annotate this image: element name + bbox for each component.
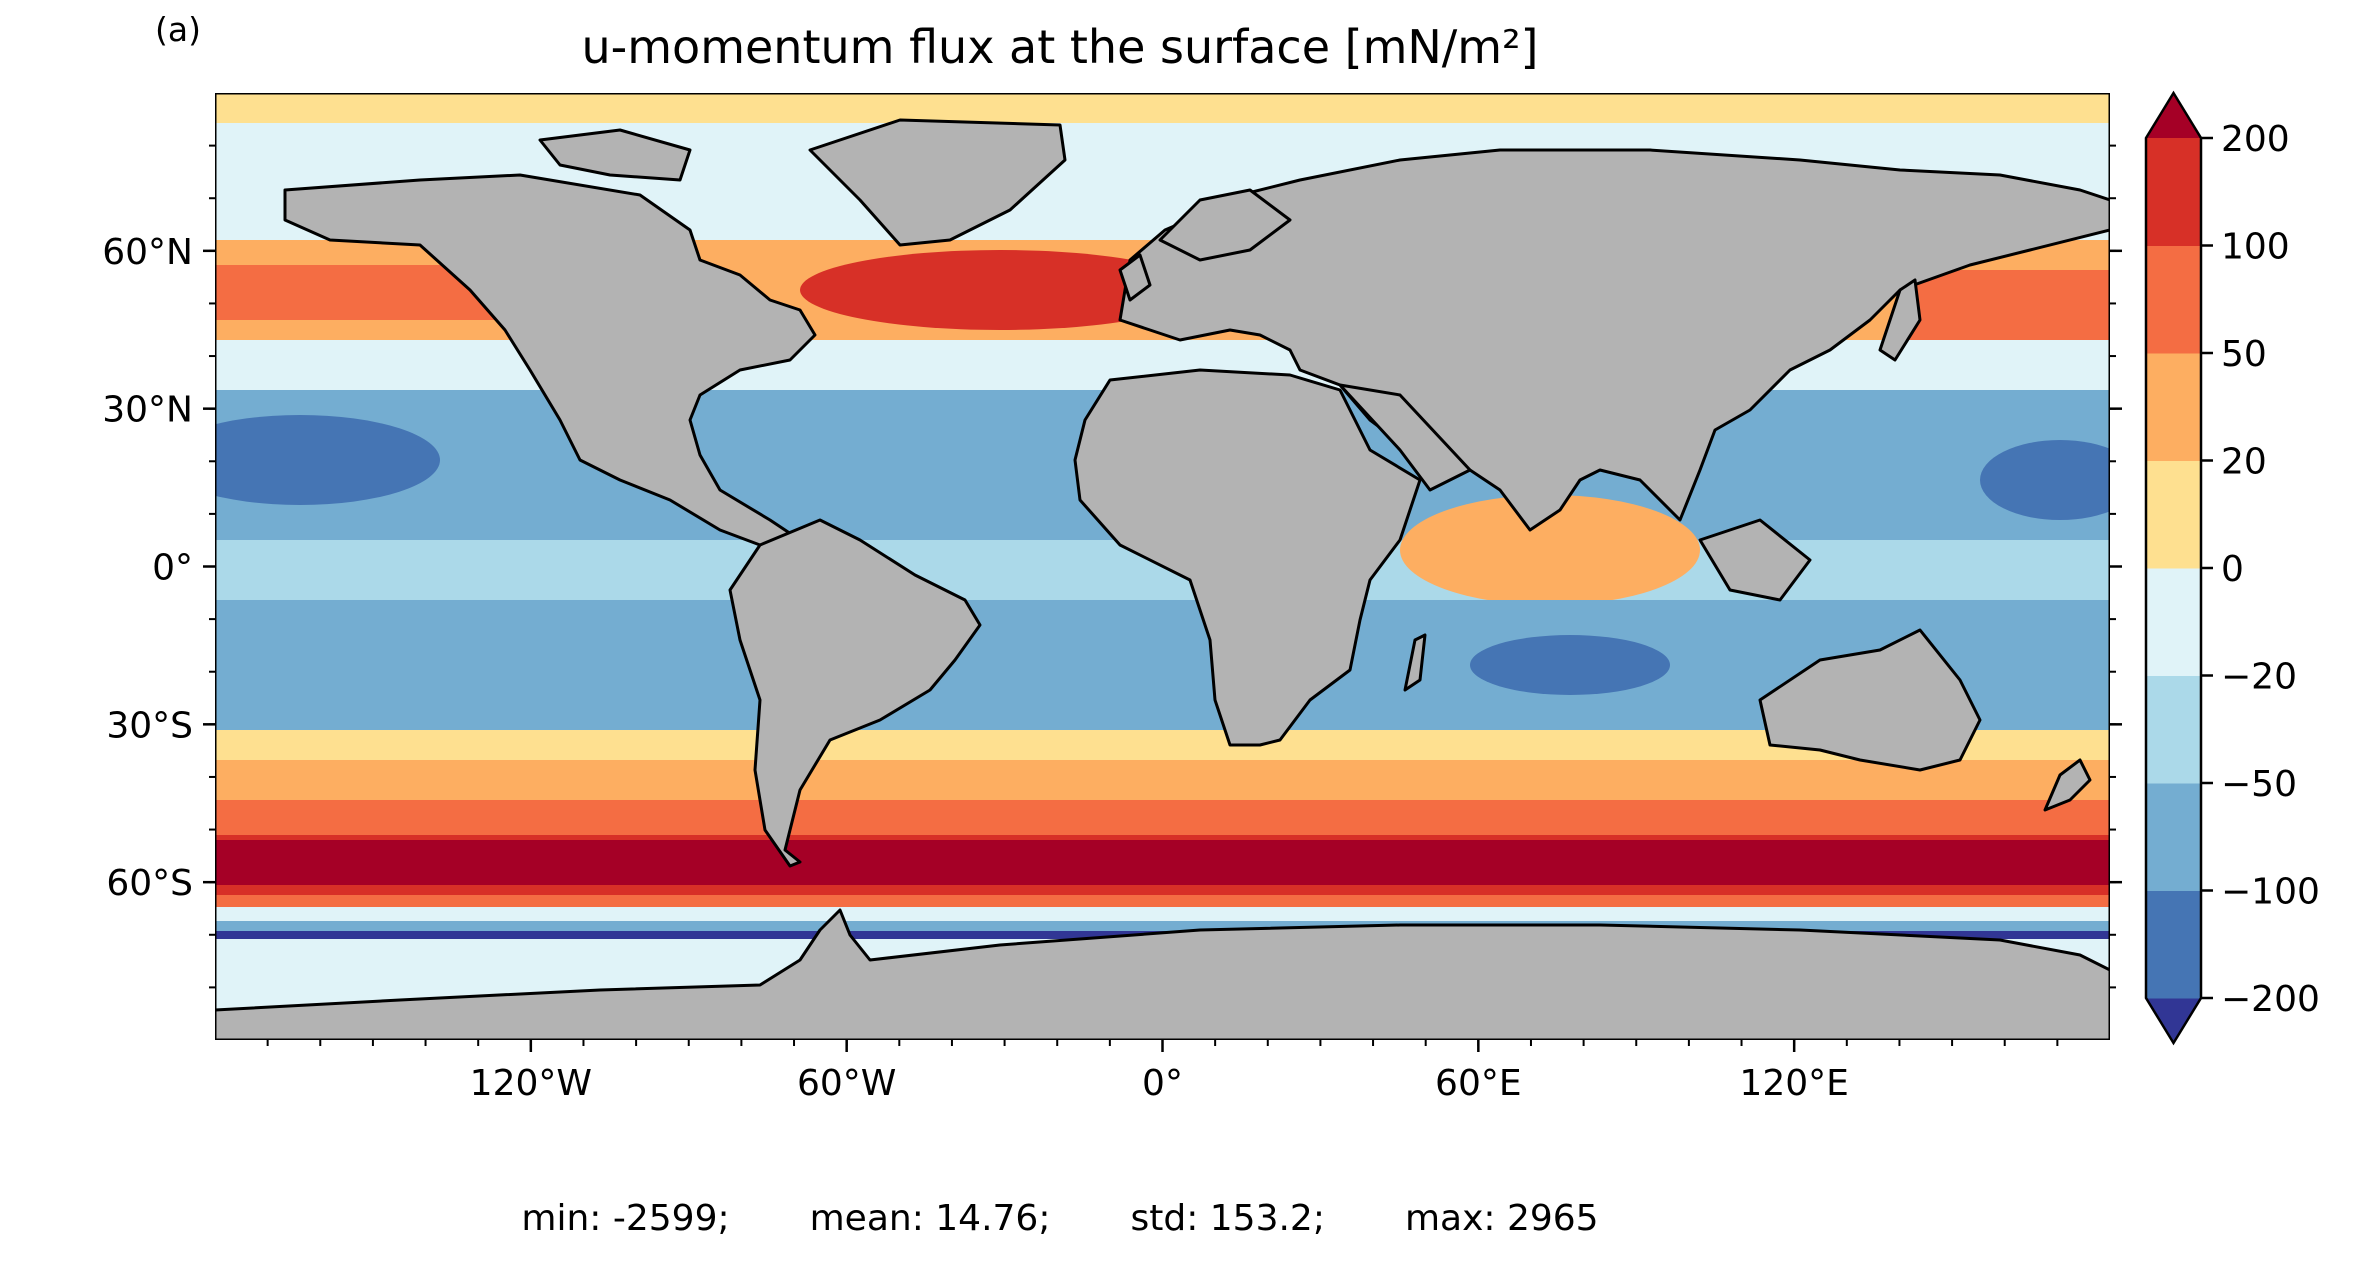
- south-indian-trades-core: [1470, 635, 1670, 695]
- indochina-sea-islands: [1698, 518, 1812, 602]
- stat-min: min: -2599;: [521, 1198, 730, 1239]
- scandinavia: [1158, 188, 1292, 262]
- stat-mean: mean: 14.76;: [809, 1198, 1051, 1239]
- british-isles: [1118, 253, 1152, 302]
- colorbar-segment: [2146, 568, 2201, 676]
- southern-ocean-core: [215, 840, 2110, 885]
- colorbar-tick-label: 200: [2221, 119, 2290, 160]
- lat-tick-label: 0°: [152, 548, 193, 589]
- north-atlantic-westerlies: [800, 250, 1200, 330]
- statistics-line: min: -2599; mean: 14.76; std: 153.2; max: 2…: [210, 1198, 1910, 1239]
- south-america: [728, 518, 982, 868]
- colorbar-segment: [2146, 460, 2201, 569]
- arabia: [1338, 383, 1472, 492]
- lon-tick-label: 0°: [1142, 1063, 1183, 1104]
- stat-std: std: 153.2;: [1130, 1198, 1325, 1239]
- colorbar-extend-top: [2146, 93, 2201, 138]
- figure-canvas: 60°N 30°N 0° 30°S 60°S 120°W 60°W 0° 60°E 120°E −…: [102, 90, 2320, 1104]
- lon-tick-label: 60°W: [797, 1063, 896, 1104]
- south-westerly-band: [215, 800, 2110, 835]
- antarctica: [215, 908, 2110, 1040]
- map-title: u-momentum flux at the surface [mN/m²]: [581, 20, 1539, 74]
- colorbar-extend-bottom: [2146, 998, 2201, 1043]
- north-america: [283, 173, 817, 547]
- greenland: [808, 118, 1067, 247]
- arctic-band: [215, 93, 2110, 123]
- colorbar-tick-label: 50: [2221, 334, 2267, 375]
- japan: [1878, 278, 1922, 362]
- lon-tick-label: 120°E: [1739, 1063, 1848, 1104]
- stat-max: max: 2965: [1404, 1198, 1599, 1239]
- colorbar-tick-label: −20: [2221, 657, 2297, 698]
- lat-tick-label: 30°N: [102, 390, 193, 431]
- antarctic-margin-transition: [215, 907, 2110, 921]
- colorbar-tick-label: 100: [2221, 227, 2290, 268]
- colorbar-segment: [2146, 890, 2201, 999]
- colorbar-tick-label: −50: [2221, 764, 2297, 805]
- europe-asia: [1118, 148, 2110, 532]
- colorbar-segment: [2146, 783, 2201, 891]
- antarctic-margin-orange: [215, 895, 2110, 907]
- lon-tick-label: 60°E: [1435, 1063, 1522, 1104]
- colorbar-segment: [2146, 353, 2201, 461]
- indian-monsoon-westerlies: [1400, 495, 1700, 605]
- lat-tick-label: 30°S: [106, 705, 193, 746]
- africa: [1073, 368, 1422, 747]
- land: [215, 118, 2110, 1040]
- colorbar-segment: [2146, 245, 2201, 354]
- map-area: [215, 93, 2110, 1040]
- map-axes: 60°N 30°N 0° 30°S 60°S 120°W 60°W 0° 60°E 120°E: [102, 144, 2122, 1104]
- colorbar-tick-label: −100: [2221, 872, 2320, 913]
- colorbar-tick-label: 0: [2221, 549, 2244, 590]
- new-zealand: [2043, 758, 2092, 812]
- lat-tick-label: 60°N: [102, 232, 193, 273]
- north-pacific-trades-core: [215, 415, 440, 505]
- colorbar-segment: [2146, 138, 2201, 246]
- antarctic-coastal-easterlies: [215, 921, 2110, 931]
- canadian-archipelago: [538, 128, 692, 182]
- colorbar-tick-label: 20: [2221, 442, 2267, 483]
- west-pacific-trades-core: [1980, 440, 2110, 520]
- lon-tick-label: 120°W: [470, 1063, 592, 1104]
- panel-label: (a): [155, 10, 201, 49]
- lat-tick-label: 60°S: [106, 863, 193, 904]
- south-westerly-outer: [215, 760, 2110, 800]
- australia: [1758, 628, 1982, 772]
- colorbar-tick-label: −200: [2221, 979, 2320, 1020]
- madagascar: [1403, 633, 1427, 692]
- colorbar-segment: [2146, 675, 2201, 784]
